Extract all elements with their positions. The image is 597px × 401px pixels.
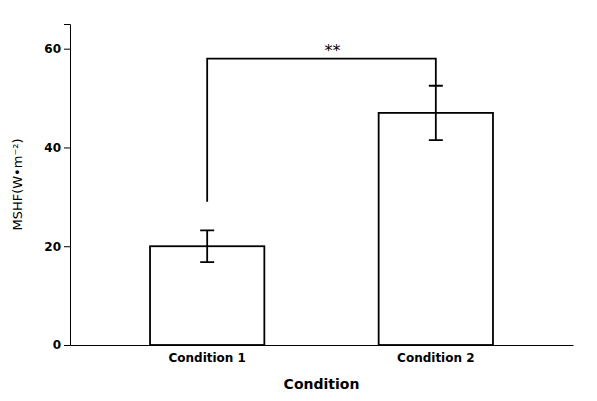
- y-tick-mark: [64, 246, 70, 247]
- y-axis-line: [64, 25, 71, 346]
- significance-bracket: [207, 59, 436, 202]
- error-bar: [429, 86, 443, 140]
- y-tick: 20: [44, 240, 70, 254]
- x-tick: Condition 1: [168, 351, 245, 365]
- y-axis-title: MSHF(W•m⁻²): [10, 138, 25, 230]
- y-tick-mark: [64, 49, 70, 50]
- y-tick-label: 40: [44, 141, 61, 155]
- plot-area: 0 20 40 60 Condition 1 Condition 2 ** Condition…: [10, 25, 574, 393]
- y-tick: 60: [44, 42, 70, 56]
- y-tick-label: 20: [44, 240, 61, 254]
- bar: [379, 113, 493, 345]
- chart-container: 0 20 40 60 Condition 1 Condition 2 ** Condition…: [0, 0, 597, 401]
- y-axis: 0 20 40 60: [44, 25, 70, 353]
- chart-svg: 0 20 40 60 Condition 1 Condition 2 ** Condition…: [0, 0, 597, 401]
- error-bar: [200, 230, 214, 262]
- y-tick-label: 0: [53, 338, 61, 352]
- x-axis-line: [71, 345, 574, 346]
- y-tick: 0: [53, 338, 70, 352]
- y-tick-label: 60: [44, 42, 61, 56]
- annotations: **: [325, 41, 341, 60]
- y-tick-mark: [64, 147, 70, 148]
- y-tick: 40: [44, 141, 70, 155]
- marks: [150, 59, 493, 345]
- y-tick-mark: [64, 345, 70, 346]
- significance-label: **: [325, 41, 341, 60]
- x-tick: Condition 2: [397, 351, 474, 365]
- x-tick-label: Condition 1: [168, 351, 245, 365]
- x-axis-title: Condition: [284, 376, 360, 392]
- x-axis: Condition 1 Condition 2: [71, 346, 574, 365]
- x-tick-label: Condition 2: [397, 351, 474, 365]
